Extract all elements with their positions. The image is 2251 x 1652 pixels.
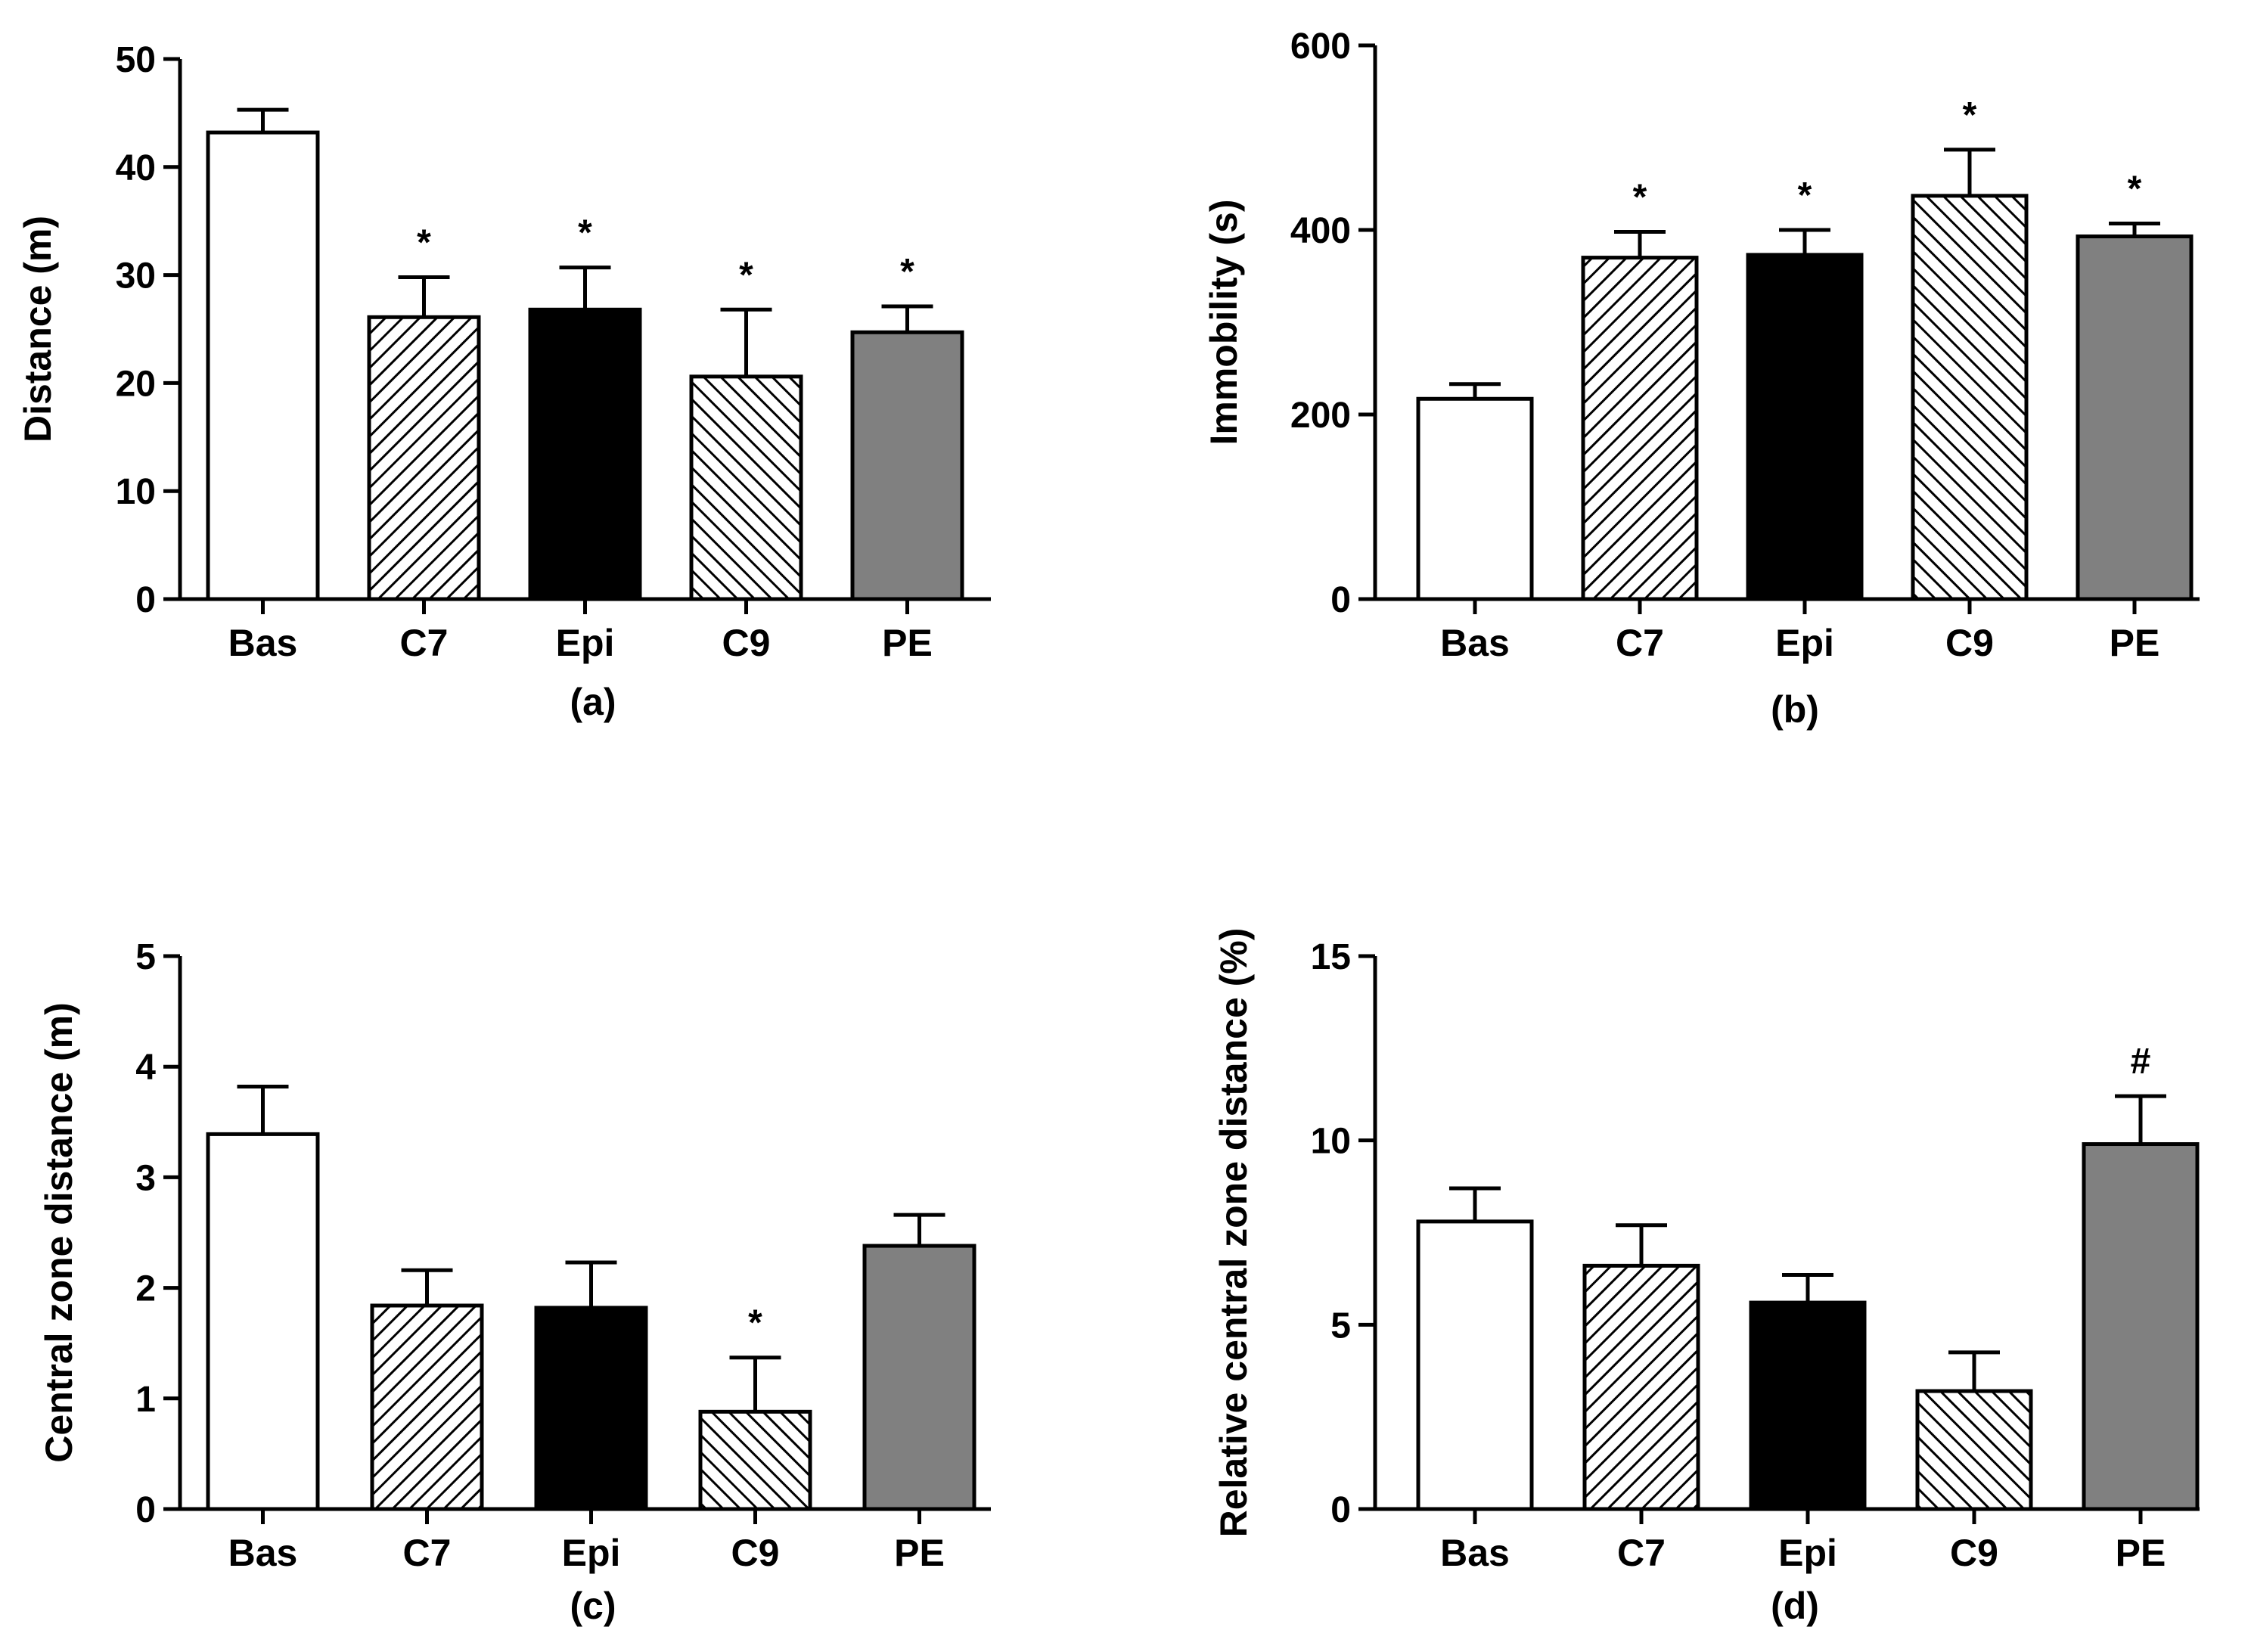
- x-tick-label: Bas: [228, 1532, 298, 1574]
- significance-marker: *: [417, 222, 431, 262]
- bar-c9: [1915, 1389, 2033, 1511]
- x-tick-label: Bas: [228, 622, 298, 664]
- bar-c9: [1911, 194, 2029, 601]
- y-tick-label: 4: [135, 1048, 156, 1088]
- bar-epi: [534, 1306, 648, 1511]
- y-tick-label: 0: [135, 580, 156, 620]
- significance-marker: *: [1963, 95, 1977, 135]
- significance-marker: *: [2128, 169, 2142, 209]
- x-tick-label: C9: [722, 622, 771, 664]
- x-tick-label: C9: [1945, 622, 1994, 664]
- y-tick-label: 2: [135, 1269, 156, 1309]
- chart-panel-4: 0 5 10 15 Relative central zone distance (%)…: [1212, 928, 2200, 1627]
- bar-c7: [1581, 256, 1699, 601]
- y-axis-label: Immobility (s): [1203, 199, 1245, 445]
- bar-epi: [528, 307, 642, 601]
- bar-pe: [850, 330, 964, 601]
- significance-marker: *: [739, 255, 753, 295]
- x-tick-label: Epi: [1775, 622, 1834, 664]
- x-tick-label: Epi: [562, 1532, 621, 1574]
- bar-bas: [206, 1132, 320, 1511]
- x-tick-label: PE: [2110, 622, 2160, 664]
- significance-marker: #: [2131, 1042, 2151, 1082]
- y-tick-label: 200: [1290, 396, 1351, 436]
- y-tick-label: 1: [135, 1380, 156, 1420]
- x-tick-label: PE: [882, 622, 933, 664]
- y-axis-label: Central zone distance (m): [38, 1002, 80, 1462]
- x-tick-label: Bas: [1440, 1532, 1510, 1574]
- panel-label: (d): [1771, 1585, 1819, 1627]
- significance-marker: *: [748, 1303, 762, 1343]
- panel-label: (b): [1771, 688, 1819, 731]
- y-tick-label: 15: [1311, 937, 1351, 977]
- y-axis-label: Distance (m): [17, 216, 59, 442]
- bar-c9: [698, 1409, 812, 1511]
- y-tick-label: 50: [116, 40, 156, 80]
- bar-epi: [1746, 253, 1864, 601]
- y-tick-label: 40: [116, 148, 156, 188]
- x-tick-label: Epi: [1778, 1532, 1837, 1574]
- x-tick-label: C7: [1616, 622, 1664, 664]
- x-tick-label: PE: [2116, 1532, 2166, 1574]
- chart-panel-2: 0 200 400 600 Immobility (s) Bas C7 * Epi * C9 * PE *…: [1203, 26, 2200, 731]
- chart-panel-3: 0 1 2 3 4 5 Central zone distance (m) Bas C7 Epi C…: [38, 937, 991, 1627]
- bar-pe: [2082, 1142, 2200, 1511]
- y-tick-label: 600: [1290, 26, 1351, 67]
- panel-label: (a): [570, 681, 616, 723]
- x-tick-label: Bas: [1440, 622, 1510, 664]
- significance-marker: *: [578, 213, 592, 253]
- panel-label: (c): [570, 1585, 616, 1627]
- bar-pe: [862, 1244, 976, 1511]
- x-tick-label: Epi: [556, 622, 615, 664]
- x-tick-label: PE: [894, 1532, 945, 1574]
- bar-bas: [206, 130, 320, 601]
- y-tick-label: 400: [1290, 211, 1351, 251]
- bar-c7: [367, 315, 481, 601]
- x-tick-label: C7: [403, 1532, 452, 1574]
- bar-pe: [2076, 234, 2194, 601]
- x-tick-label: C7: [1617, 1532, 1666, 1574]
- y-tick-label: 10: [1311, 1122, 1351, 1162]
- y-tick-label: 10: [116, 472, 156, 512]
- significance-marker: *: [900, 252, 914, 292]
- y-tick-label: 30: [116, 256, 156, 297]
- bar-c7: [370, 1303, 484, 1511]
- significance-marker: *: [1633, 177, 1647, 217]
- bar-c9: [689, 374, 803, 601]
- y-tick-label: 0: [1330, 580, 1351, 620]
- bar-c7: [1582, 1263, 1700, 1511]
- x-tick-label: C9: [1950, 1532, 1998, 1574]
- y-axis-label: Relative central zone distance (%): [1212, 928, 1255, 1538]
- y-tick-label: 5: [1330, 1306, 1351, 1346]
- chart-panel-1: 0 10 20 30 40 50 Distance (m) Bas C7 * Epi * C9 * PE * (…: [17, 40, 991, 723]
- x-tick-label: C9: [731, 1532, 780, 1574]
- bar-epi: [1749, 1300, 1867, 1511]
- y-tick-label: 0: [1330, 1490, 1351, 1530]
- bar-bas: [1416, 1219, 1534, 1511]
- bar-bas: [1416, 396, 1534, 601]
- x-tick-label: C7: [400, 622, 449, 664]
- y-tick-label: 5: [135, 937, 156, 977]
- y-tick-label: 3: [135, 1158, 156, 1198]
- y-tick-label: 0: [135, 1490, 156, 1530]
- y-tick-label: 20: [116, 364, 156, 404]
- significance-marker: *: [1798, 175, 1812, 216]
